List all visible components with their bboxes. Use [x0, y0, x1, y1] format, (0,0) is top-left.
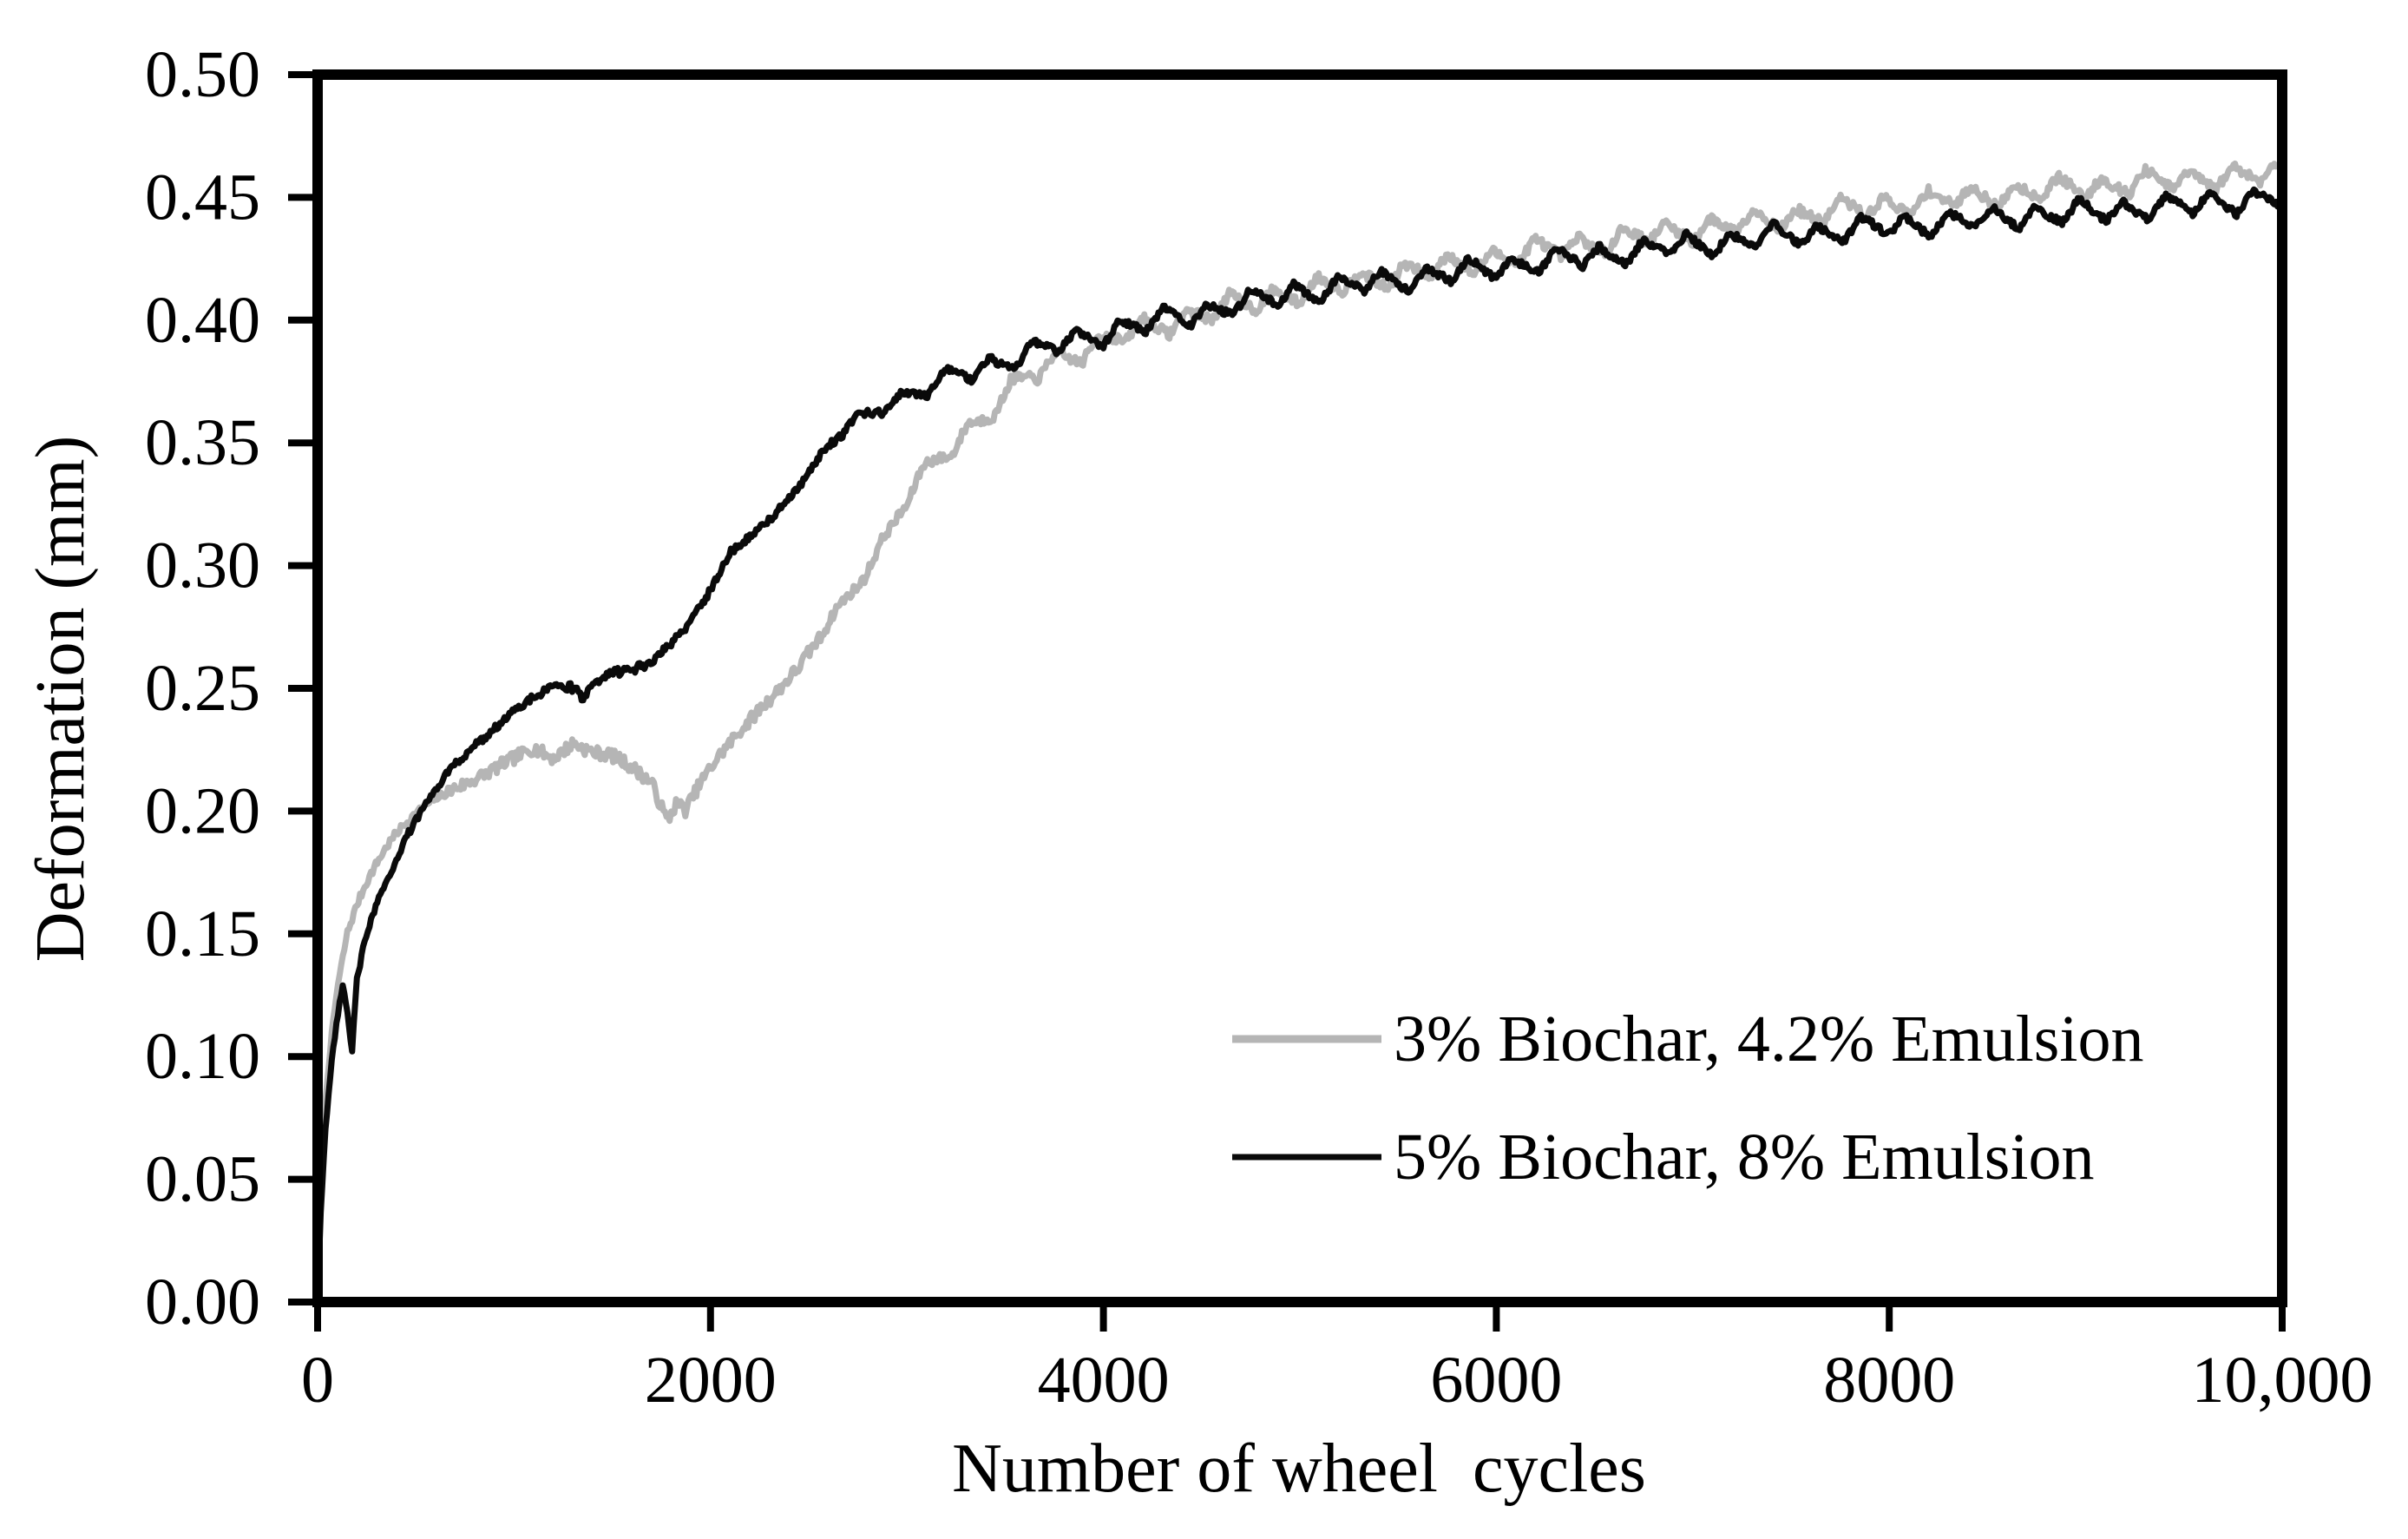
y-tick-label: 0.15 — [145, 898, 260, 970]
x-tick-label: 4000 — [1038, 1344, 1170, 1417]
x-tick-label: 10,000 — [2192, 1344, 2373, 1417]
y-axis-title: Deformation (mm) — [23, 436, 99, 962]
y-axis: 0.00 0.05 0.10 0.15 0.20 0.25 0.30 0.35 0.40 0.45… — [145, 38, 312, 1338]
x-tick-label: 0 — [301, 1344, 334, 1417]
y-tick-label: 0.50 — [145, 38, 260, 111]
x-axis: 0 2000 4000 6000 8000 10,000 — [301, 1307, 2373, 1417]
y-tick-label: 0.25 — [145, 652, 260, 725]
x-tick-label: 2000 — [645, 1344, 777, 1417]
y-tick-label: 0.05 — [145, 1143, 260, 1216]
y-tick-label: 0.40 — [145, 284, 260, 357]
x-tick-label: 8000 — [1823, 1344, 1955, 1417]
x-tick-label: 6000 — [1430, 1344, 1562, 1417]
y-tick-label: 0.00 — [145, 1266, 260, 1338]
y-tick-label: 0.20 — [145, 774, 260, 847]
series-line-1 — [314, 186, 2286, 1306]
y-tick-label: 0.35 — [145, 406, 260, 479]
plot-border — [312, 69, 2287, 1307]
x-axis-title: Number of wheel cycles — [952, 1430, 1646, 1507]
series-line-0 — [314, 160, 2286, 1306]
legend-label-black: 5% Biochar, 8% Emulsion — [1394, 1121, 2095, 1194]
y-tick-label: 0.10 — [145, 1020, 260, 1093]
legend: 3% Biochar, 4.2% Emulsion 5% Biochar, 8%… — [1232, 1003, 2144, 1194]
y-tick-label: 0.45 — [145, 161, 260, 233]
legend-label-gray: 3% Biochar, 4.2% Emulsion — [1394, 1003, 2144, 1075]
y-tick-label: 0.30 — [145, 529, 260, 602]
series-lines — [314, 160, 2286, 1306]
